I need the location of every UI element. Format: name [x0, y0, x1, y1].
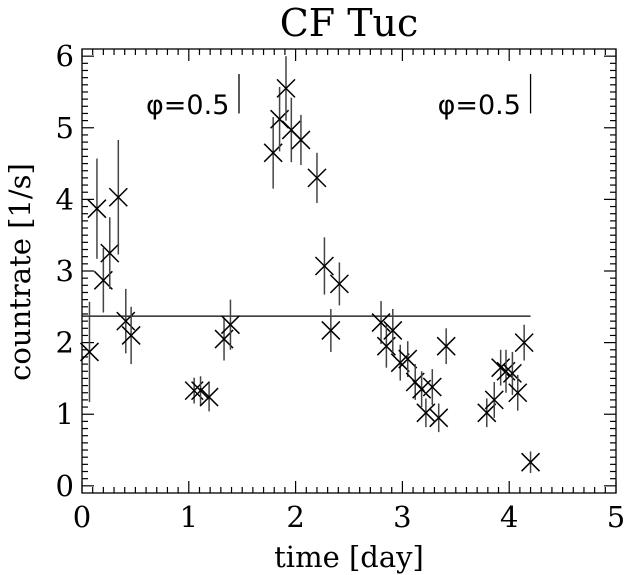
data-point-x-marker — [276, 78, 296, 98]
data-point-x-marker — [321, 320, 341, 340]
y-tick-label: 6 — [56, 39, 74, 73]
data-point-x-marker — [383, 320, 403, 340]
data-point-x-marker — [436, 336, 456, 356]
y-tick-label: 0 — [56, 469, 74, 503]
data-point-x-marker — [508, 383, 528, 403]
data-point-x-marker — [191, 381, 211, 401]
data-point-x-marker — [484, 390, 504, 410]
data-point-x-marker — [477, 403, 497, 423]
data-point-x-marker — [79, 342, 100, 362]
x-tick-label: 5 — [607, 500, 625, 534]
data-point-x-marker — [199, 387, 219, 407]
phase-annotations: φ=0.5 φ=0.5 — [146, 74, 532, 121]
data-points — [79, 56, 541, 473]
data-point-x-marker — [371, 313, 391, 333]
data-point-x-marker — [121, 325, 141, 345]
data-point-x-marker — [307, 168, 327, 188]
data-point-x-marker — [108, 187, 128, 207]
y-tick-label: 3 — [56, 254, 74, 288]
x-tick-label: 2 — [286, 500, 304, 534]
y-tick-label: 2 — [56, 326, 74, 360]
data-point-x-marker — [514, 333, 534, 353]
phase-label: φ=0.5 — [146, 90, 229, 121]
data-point-x-marker — [429, 408, 449, 428]
data-point-x-marker — [521, 452, 541, 472]
data-point-x-marker — [314, 256, 334, 276]
axis-ticks — [81, 49, 617, 493]
x-tick-label: 1 — [180, 500, 198, 534]
y-tick-label: 4 — [56, 182, 74, 216]
x-tick-label: 0 — [73, 500, 91, 534]
y-tick-label: 5 — [56, 111, 74, 145]
data-point-x-marker — [291, 130, 311, 150]
data-point-x-marker — [329, 274, 349, 294]
data-point-x-marker — [220, 315, 240, 335]
y-axis-label: countrate [1/s] — [3, 163, 37, 381]
x-tick-label: 3 — [393, 500, 411, 534]
x-tick-label: 4 — [500, 500, 518, 534]
phase-label: φ=0.5 — [438, 90, 521, 121]
data-point-x-marker — [502, 363, 522, 383]
data-point-x-marker — [416, 403, 436, 423]
data-point-x-marker — [87, 199, 107, 219]
tick-labels: 0 1 2 3 4 5 0 1 2 3 4 5 6 — [56, 39, 626, 534]
chart-title: CF Tuc — [280, 1, 419, 45]
x-axis-label: time [day] — [274, 540, 424, 574]
data-point-x-marker — [281, 120, 301, 140]
data-point-x-marker — [398, 349, 418, 369]
data-point-x-marker — [100, 243, 120, 263]
data-point-x-marker — [422, 377, 442, 397]
y-tick-label: 1 — [56, 397, 74, 431]
